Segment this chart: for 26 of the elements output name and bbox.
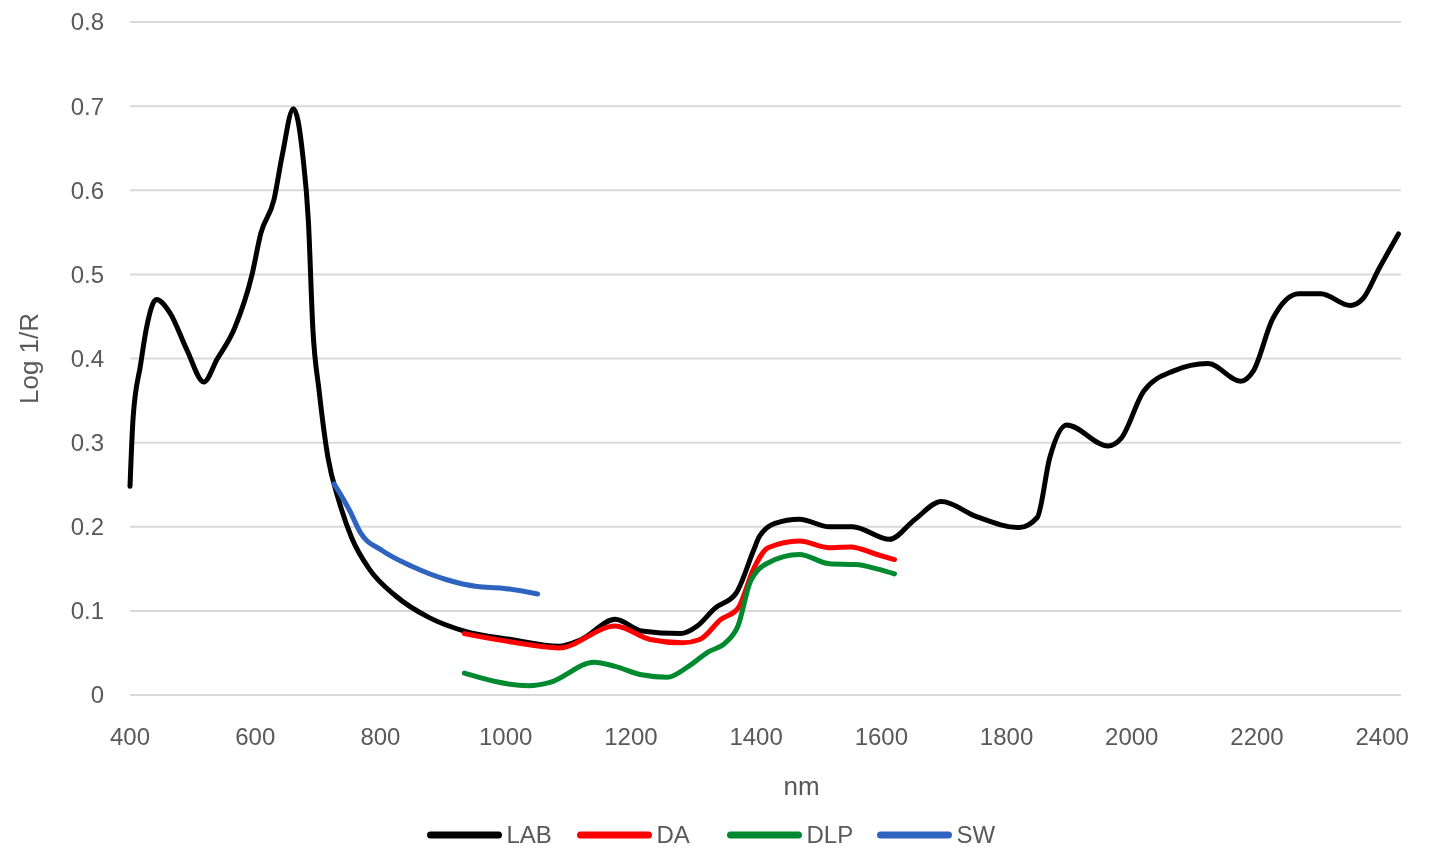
x-tick-label: 1400 [729, 723, 783, 750]
x-tick-label: 2400 [1355, 723, 1409, 750]
y-tick-label: 0.2 [70, 513, 104, 541]
y-tick-label: 0.7 [70, 92, 104, 120]
y-tick-label: 0 [90, 681, 104, 709]
x-tick-label: 2200 [1230, 723, 1284, 750]
legend-label: SW [956, 821, 996, 848]
x-tick-label: 1800 [979, 723, 1034, 750]
x-tick-label: 1600 [854, 723, 909, 750]
x-tick-label: 800 [360, 723, 401, 750]
x-tick-label: 1200 [604, 723, 658, 750]
y-tick-label: 0.6 [70, 176, 104, 204]
y-tick-label: 0.4 [70, 344, 104, 372]
legend-label: DLP [806, 821, 854, 848]
y-tick-label: 0.5 [70, 260, 104, 288]
y-tick-label: 0.8 [70, 8, 104, 36]
y-tick-label: 0.3 [70, 429, 104, 457]
x-tick-label: 1000 [478, 723, 533, 750]
x-tick-label: 2000 [1105, 723, 1159, 750]
x-tick-label: 600 [235, 723, 276, 750]
x-axis-title: nm [783, 771, 820, 801]
legend-label: LAB [506, 821, 552, 848]
legend-label: DA [656, 821, 690, 848]
y-axis-title: Log 1/R [14, 312, 44, 405]
x-tick-label: 400 [109, 723, 151, 750]
y-tick-label: 0.1 [70, 597, 104, 625]
